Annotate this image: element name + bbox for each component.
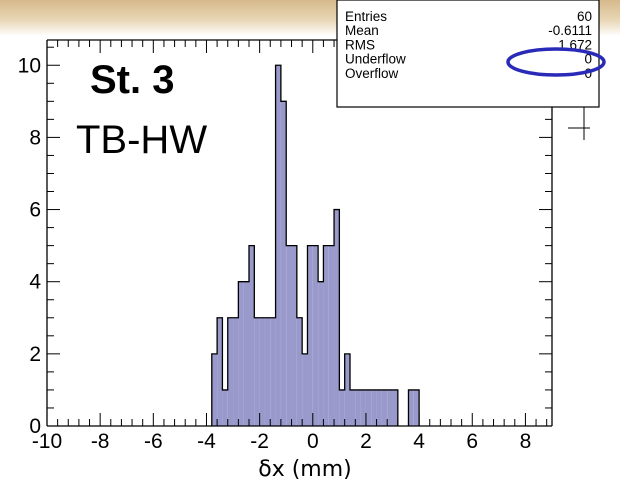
method-label: TB-HW (76, 118, 207, 162)
histogram-bar (360, 389, 366, 426)
histogram-bar (280, 101, 287, 427)
histogram-bar (318, 281, 324, 426)
x-tick-label: 2 (360, 430, 372, 453)
histogram-bar (344, 353, 350, 426)
x-tick-label: 4 (413, 430, 425, 453)
histogram-bar (291, 245, 297, 426)
histogram-outline (211, 64, 420, 426)
histogram-bar (387, 389, 393, 426)
histogram-bar (413, 389, 420, 426)
histogram-bar (217, 317, 223, 426)
histogram-bar (286, 245, 292, 426)
histogram-bar (211, 353, 218, 426)
stats-value: 60 (577, 9, 592, 24)
histogram-bar (328, 245, 335, 426)
histogram-bar (254, 317, 260, 426)
stats-box-frame (336, 0, 600, 108)
stats-label: Entries (345, 9, 387, 24)
y-tick-label: 10 (18, 54, 41, 77)
histogram-bar (371, 389, 377, 426)
stats-label: Overflow (345, 66, 399, 81)
stats-label: RMS (345, 37, 375, 52)
x-tick-label: -8 (91, 430, 110, 453)
y-tick-label: 6 (29, 199, 41, 222)
histogram-bar (302, 353, 308, 426)
histogram-bar (350, 389, 356, 426)
histogram-bar (270, 317, 276, 426)
histogram-bar (355, 389, 361, 426)
stats-value: -0.6111 (548, 23, 592, 38)
histogram-bar (233, 317, 239, 426)
histogram-bar (408, 389, 414, 426)
stats-label: Underflow (345, 52, 406, 67)
y-tick-label: 4 (29, 271, 41, 294)
histogram-bar (334, 209, 340, 426)
histogram-bar (243, 281, 249, 426)
histogram-bar (249, 245, 255, 426)
histogram-bar (376, 389, 382, 426)
histogram-bar (392, 389, 398, 426)
stats-label: Mean (345, 23, 379, 38)
histogram-bar (264, 317, 271, 426)
histogram-bar (275, 65, 281, 427)
x-tick-label: -10 (32, 430, 62, 453)
y-tick-label: 2 (29, 343, 41, 366)
x-tick-label: -4 (197, 430, 216, 453)
rms-highlight-ellipse (506, 47, 606, 77)
histogram-bar (307, 245, 313, 426)
histogram-bars (211, 64, 420, 427)
histogram-bar (238, 281, 244, 426)
x-axis-title: δx (mm) (258, 457, 352, 482)
x-tick-label: 6 (466, 430, 478, 453)
histogram-bar (312, 245, 319, 426)
histogram-bar (339, 389, 345, 426)
histogram-bar (227, 317, 234, 426)
x-tick-label: 0 (307, 430, 319, 453)
histogram-bar (365, 389, 372, 426)
histogram-bar (323, 245, 329, 426)
histogram-bar (296, 317, 303, 426)
axes: -10 -8 -6 -4 -2 0 2 4 6 8 0 2 4 6 8 10 (18, 39, 590, 453)
y-tick-label: 0 (29, 415, 41, 438)
x-tick-label: -6 (144, 430, 163, 453)
histogram-bar (222, 389, 228, 426)
histogram-bar (259, 317, 265, 426)
stats-value: 0 (584, 52, 592, 67)
x-tick-label: -2 (250, 430, 269, 453)
y-tick-label: 8 (29, 126, 41, 149)
station-label: St. 3 (90, 58, 174, 102)
histogram-bar (381, 389, 388, 426)
x-tick-label: 8 (520, 430, 532, 453)
